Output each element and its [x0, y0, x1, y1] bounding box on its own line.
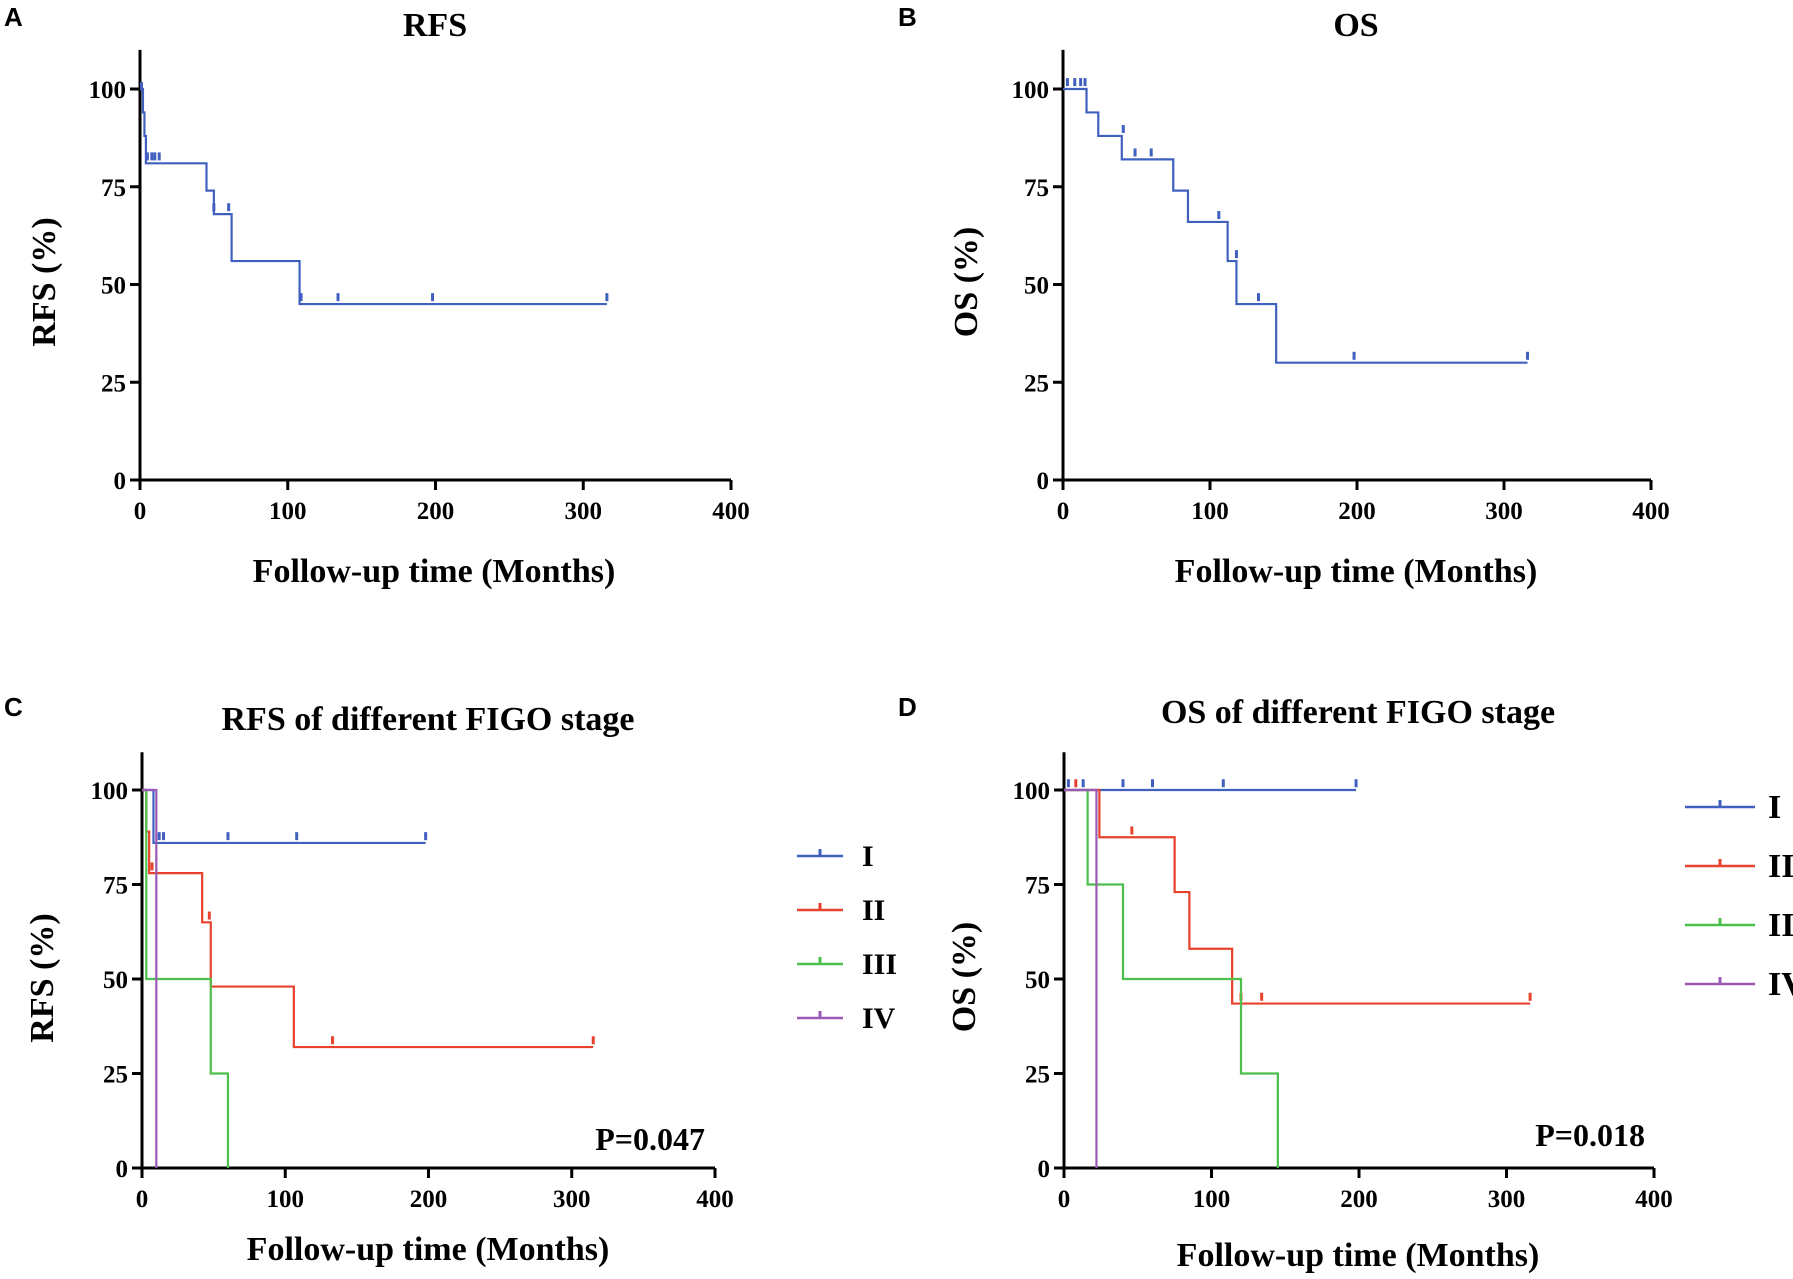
panel-d: D OS of different FIGO stage Follow-up t… [898, 692, 1793, 1274]
axes: 0 25 50 75 100 0 100 200 300 400 [1013, 752, 1673, 1213]
legend-label-I: I [862, 840, 874, 873]
y-axis-label: RFS (%) [26, 217, 63, 346]
x-tick-label: 0 [136, 1186, 149, 1213]
x-axis-label: Follow-up time (Months) [1175, 553, 1538, 590]
x-tick-label: 400 [696, 1186, 734, 1213]
y-tick-label: 25 [101, 370, 126, 397]
series-line-II [1064, 788, 1531, 1005]
y-tick-label: 25 [1024, 370, 1049, 397]
axes: 0 25 50 75 100 0 100 200 300 400 [89, 49, 750, 525]
x-tick-label: 0 [134, 498, 147, 525]
x-tick-label: 200 [417, 498, 455, 525]
y-tick-label: 50 [1024, 273, 1049, 300]
y-tick-label: 50 [103, 967, 128, 994]
y-tick-label: 100 [89, 77, 127, 104]
y-tick-label: 0 [1038, 1156, 1051, 1183]
x-axis-label: Follow-up time (Months) [247, 1231, 610, 1268]
legend-label-IV: IV [1768, 966, 1793, 1003]
y-tick-label: 75 [101, 175, 126, 202]
legend-label-I: I [1768, 789, 1781, 826]
y-tick-label: 0 [1037, 468, 1050, 495]
y-tick-label: 75 [103, 873, 128, 900]
y-tick-label: 75 [1024, 175, 1049, 202]
y-axis-label: RFS (%) [24, 913, 61, 1042]
panel-letter: D [898, 692, 917, 722]
y-tick-label: 50 [101, 273, 126, 300]
x-tick-label: 300 [1485, 498, 1523, 525]
x-axis-label: Follow-up time (Months) [253, 553, 616, 590]
plot-area [1063, 78, 1530, 364]
y-tick-label: 0 [116, 1156, 129, 1183]
panel-letter: A [4, 2, 23, 32]
x-tick-label: 100 [267, 1186, 305, 1213]
x-tick-label: 300 [565, 498, 603, 525]
legend-label-II: II [1768, 848, 1793, 885]
x-tick-label: 400 [1632, 498, 1670, 525]
axes: 0 25 50 75 100 0 100 200 300 400 [1012, 49, 1670, 525]
legend-label-II: II [862, 894, 885, 927]
x-tick-label: 100 [269, 498, 307, 525]
p-value: P=0.018 [1535, 1117, 1645, 1153]
panel-c: C RFS of different FIGO stage Follow-up … [4, 692, 897, 1268]
panel-letter: B [898, 2, 917, 32]
x-tick-label: 200 [410, 1186, 448, 1213]
series-line-IV [142, 788, 158, 1168]
panel-letter: C [4, 692, 23, 722]
series-line-All [140, 87, 607, 306]
legend-label-III: III [862, 948, 897, 981]
y-tick-label: 100 [1012, 77, 1050, 104]
y-axis-label: OS (%) [946, 922, 983, 1033]
y-tick-label: 25 [103, 1062, 128, 1089]
p-value: P=0.047 [595, 1121, 705, 1157]
series-line-All [1063, 87, 1528, 364]
x-tick-label: 0 [1057, 498, 1070, 525]
legend-label-III: III [1768, 907, 1793, 944]
chart-title: OS of different FIGO stage [1161, 694, 1555, 731]
y-tick-label: 0 [114, 468, 127, 495]
legend-label-IV: IV [862, 1002, 896, 1035]
series-line-I [142, 788, 426, 845]
panel-b: B OS Follow-up time (Months) OS (%) 0 25 5… [898, 2, 1670, 590]
y-tick-label: 75 [1025, 873, 1050, 900]
plot-area [142, 788, 595, 1168]
plot-area [139, 82, 609, 306]
series-line-III [1064, 788, 1279, 1168]
panel-a: A RFS Follow-up time (Months) RFS (%) 0 2… [4, 2, 750, 590]
series-line-IV [1064, 788, 1098, 1168]
x-tick-label: 0 [1058, 1186, 1071, 1213]
y-tick-label: 100 [91, 778, 129, 805]
y-axis-label: OS (%) [948, 227, 985, 338]
axes: 0 25 50 75 100 0 100 200 300 400 [91, 752, 734, 1213]
y-tick-label: 25 [1025, 1062, 1050, 1089]
chart-title: OS [1333, 7, 1378, 44]
x-tick-label: 400 [712, 498, 750, 525]
chart-title: RFS [403, 7, 467, 44]
x-tick-label: 300 [553, 1186, 591, 1213]
x-tick-label: 300 [1488, 1186, 1526, 1213]
x-tick-label: 200 [1340, 1186, 1378, 1213]
x-tick-label: 100 [1191, 498, 1229, 525]
y-tick-label: 100 [1013, 778, 1051, 805]
chart-title: RFS of different FIGO stage [222, 701, 635, 738]
series-line-III [142, 788, 230, 1168]
x-tick-label: 100 [1193, 1186, 1231, 1213]
x-tick-label: 400 [1635, 1186, 1673, 1213]
y-tick-label: 50 [1025, 967, 1050, 994]
plot-area [1064, 779, 1532, 1168]
x-tick-label: 200 [1338, 498, 1376, 525]
x-axis-label: Follow-up time (Months) [1177, 1237, 1540, 1274]
